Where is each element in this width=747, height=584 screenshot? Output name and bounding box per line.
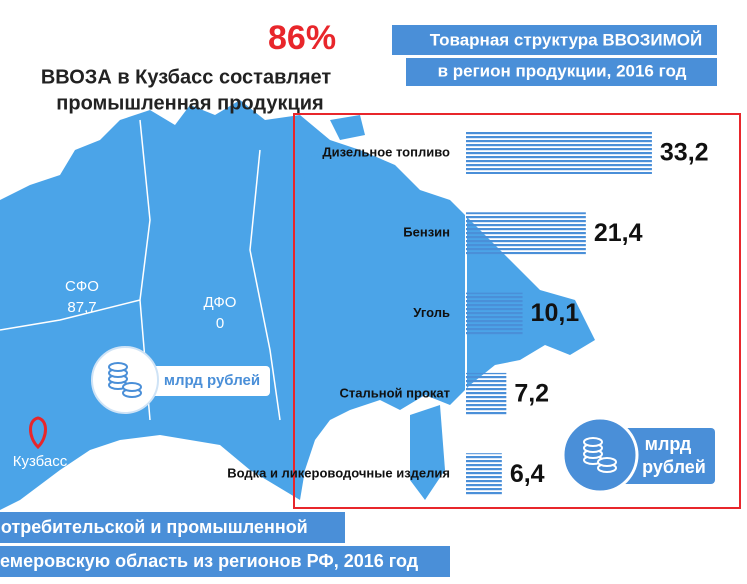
region-value: 87,7	[67, 299, 96, 316]
chart-title: Товарная структура ВВОЗИМОЙ	[430, 30, 702, 49]
headline: ВВОЗА в Кузбасс составляет	[41, 66, 331, 88]
region-name: СФО	[65, 278, 99, 295]
banner	[0, 546, 450, 577]
location-pin	[29, 416, 47, 450]
map	[0, 100, 595, 510]
category-label: Уголь	[413, 305, 450, 320]
coin-icon	[583, 437, 617, 473]
banner-text: потребительской и промышленной	[0, 517, 308, 537]
unit-label: млрд	[645, 434, 692, 454]
coin-icon	[108, 362, 142, 398]
bar	[466, 212, 586, 255]
value-label: 33,2	[660, 139, 709, 167]
category-label: Водка и ликероводочные изделия	[227, 466, 450, 481]
city-label: Кузбасс	[13, 453, 68, 470]
highlight-frame	[293, 113, 741, 509]
category-label: Дизельное топливо	[322, 144, 450, 159]
bar	[466, 453, 502, 496]
bar	[466, 132, 652, 174]
value-label: 21,4	[594, 219, 643, 247]
unit-box	[610, 428, 715, 484]
banner	[0, 512, 345, 543]
category-label: Стальной прокат	[340, 385, 450, 400]
bar	[466, 372, 507, 415]
unit-label: рублей	[642, 457, 706, 477]
title-box	[406, 58, 717, 86]
region-value: 0	[216, 315, 224, 332]
bar	[466, 292, 523, 335]
headline-percent: 86%	[268, 19, 336, 57]
title-box	[392, 25, 717, 55]
unit-label: млрд рублей	[164, 372, 260, 389]
bar-chart: Дизельное топливо 33,2 Бензин 21,4 Уголь 10,1…	[227, 132, 709, 496]
value-label: 10,1	[531, 299, 580, 327]
value-label: 6,4	[510, 460, 545, 488]
banner-text: Кемеровскую область из регионов РФ, 2016…	[0, 551, 419, 571]
region-name: ДФО	[204, 294, 237, 311]
headline: промышленная продукция	[56, 92, 323, 114]
value-label: 7,2	[514, 380, 549, 408]
chart-title: в регион продукции, 2016 год	[438, 61, 687, 80]
category-label: Бензин	[403, 225, 450, 240]
unit-box	[140, 366, 270, 396]
